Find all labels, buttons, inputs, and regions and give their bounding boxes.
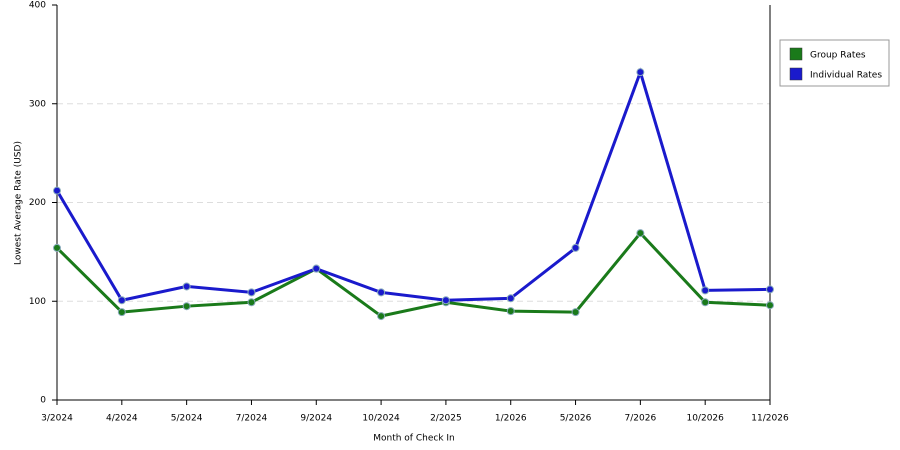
x-tick-label: 2/2025: [430, 414, 462, 424]
data-point: [441, 296, 450, 305]
legend-swatch: [789, 47, 803, 61]
x-tick-label: 10/2024: [362, 414, 400, 424]
y-tick-label: 100: [29, 297, 46, 307]
x-tick-label: 5/2024: [171, 414, 203, 424]
data-point: [636, 68, 645, 77]
data-point: [571, 308, 580, 317]
legend-label: Group Rates: [810, 51, 866, 61]
data-point: [312, 264, 321, 273]
data-point: [571, 243, 580, 252]
x-tick-label: 1/2026: [495, 414, 527, 424]
data-point: [701, 286, 710, 295]
x-tick-label: 11/2026: [751, 414, 789, 424]
legend-swatch: [789, 67, 803, 81]
series-line: [55, 67, 771, 302]
x-tick-label: 7/2026: [625, 414, 657, 424]
x-tick-label: 7/2024: [236, 414, 268, 424]
x-tick-label: 4/2024: [106, 414, 138, 424]
data-point: [766, 301, 774, 310]
data-point: [247, 288, 256, 297]
data-point: [182, 302, 191, 311]
data-point: [247, 298, 256, 307]
x-axis-label: Month of Check In: [373, 434, 455, 444]
data-point: [53, 243, 61, 252]
data-point: [766, 285, 774, 294]
x-tick-label: 5/2026: [560, 414, 592, 424]
y-tick-label: 200: [29, 198, 46, 208]
series-line: [55, 230, 771, 318]
data-point: [117, 296, 126, 305]
data-point: [53, 186, 61, 195]
data-point: [377, 312, 386, 321]
data-point: [182, 282, 191, 291]
data-point: [506, 307, 515, 316]
y-tick-label: 0: [40, 396, 46, 406]
data-point: [377, 288, 386, 297]
x-tick-label: 3/2024: [41, 414, 73, 424]
data-point: [636, 229, 645, 238]
y-tick-label: 400: [29, 1, 46, 11]
x-tick-label: 9/2024: [300, 414, 332, 424]
legend-label: Individual Rates: [810, 71, 882, 81]
y-tick-label: 300: [29, 99, 46, 109]
x-tick-label: 10/2026: [686, 414, 724, 424]
data-point: [506, 294, 515, 303]
data-point: [117, 308, 126, 317]
data-point: [701, 298, 710, 307]
y-axis-label: Lowest Average Rate (USD): [14, 141, 24, 265]
